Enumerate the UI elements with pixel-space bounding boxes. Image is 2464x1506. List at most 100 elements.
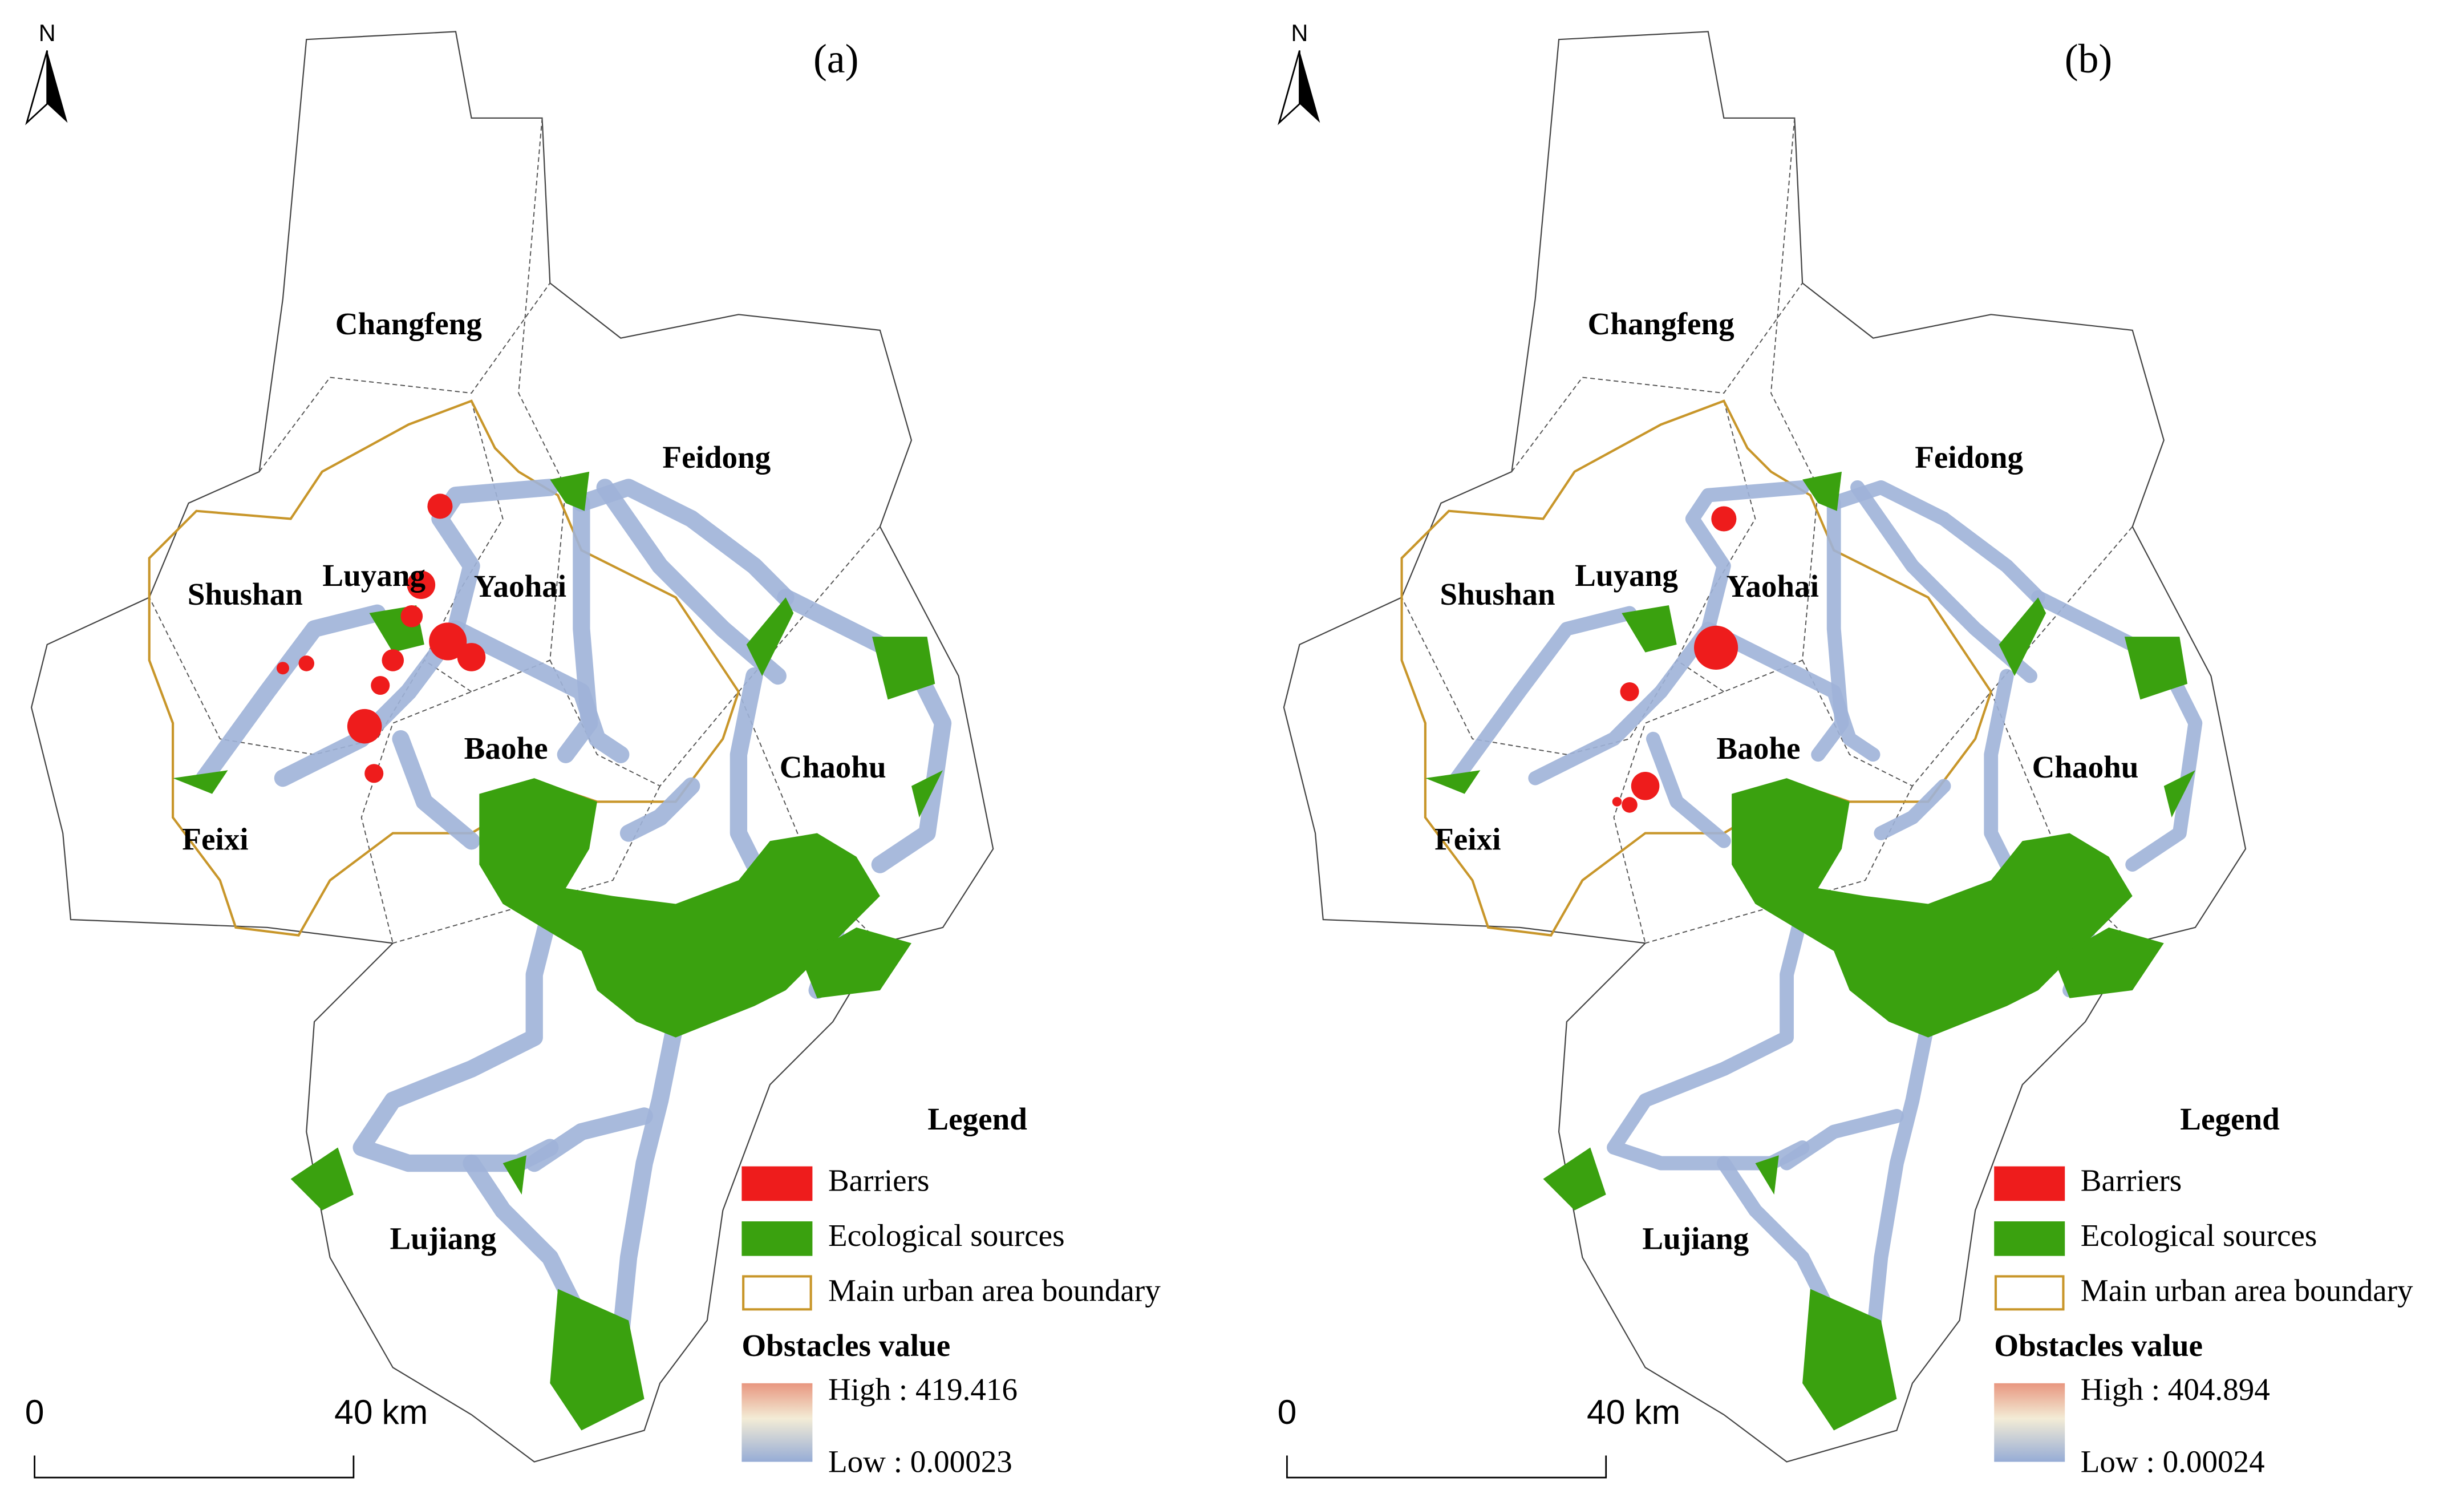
legend-swatch — [1994, 1221, 2065, 1256]
barrier — [298, 655, 315, 671]
barrier — [1620, 682, 1639, 702]
color-ramp — [741, 1383, 813, 1462]
ecological-source — [1999, 597, 2046, 676]
corridor — [1716, 1156, 1841, 1327]
county-boundary — [1283, 31, 2247, 1463]
ecological-source — [746, 597, 794, 676]
barrier — [1694, 625, 1738, 670]
district-name: Yaohai — [474, 569, 566, 604]
barrier — [276, 662, 289, 675]
corridor — [352, 903, 559, 1172]
legend-swatch — [741, 1166, 813, 1201]
barrier — [1631, 772, 1660, 800]
ecological-source — [1755, 1155, 1779, 1195]
legend-label: Ecological sources — [828, 1218, 1065, 1253]
ecological-source — [1543, 1147, 1606, 1211]
ecological-source — [502, 1155, 526, 1195]
ramp-low: Low : 0.00024 — [2081, 1444, 2265, 1479]
panel-label: (a) — [813, 37, 859, 82]
ecological-source — [479, 778, 880, 1038]
district-name: Lujiang — [1642, 1221, 1749, 1256]
district-boundary — [1613, 487, 1819, 944]
barrier — [400, 605, 423, 628]
corridor — [1646, 731, 1731, 848]
ecological-source — [2163, 770, 2195, 817]
district-name: Feixi — [182, 822, 248, 857]
district-name: Feidong — [662, 440, 771, 475]
corridor — [525, 1107, 653, 1172]
district-name: Chaohu — [780, 750, 886, 784]
corridor — [777, 589, 952, 873]
ramp-low: Low : 0.00023 — [828, 1444, 1012, 1479]
district-name: Feixi — [1434, 822, 1501, 857]
corridor — [196, 604, 386, 787]
district-name: Lujiang — [390, 1221, 497, 1256]
legend-label: Ecological sources — [2081, 1218, 2317, 1253]
legend-title: Legend — [927, 1102, 1027, 1136]
ecological-source — [550, 1289, 645, 1431]
barrier — [429, 622, 467, 661]
corridor — [1984, 669, 2014, 872]
corridor — [1528, 480, 1810, 786]
ecological-source — [1802, 1289, 1897, 1431]
district-name: Luyang — [1575, 558, 1678, 593]
corridor — [557, 494, 598, 763]
legend-label: Main urban area boundary — [2081, 1273, 2413, 1307]
ecological-source — [911, 770, 943, 817]
ecological-source — [290, 1147, 354, 1211]
legend-label: Barriers — [828, 1163, 929, 1198]
district-boundary — [360, 487, 566, 944]
district-name: Changfeng — [335, 306, 483, 341]
ramp-high: High : 404.894 — [2081, 1372, 2270, 1407]
district-boundary — [1511, 282, 1803, 472]
panel-label: (b) — [2065, 37, 2113, 82]
map-panel: (a) N Changfeng Feidong Shushan Luyang Yaohai B… — [25, 20, 1161, 1479]
district-name: Feidong — [1915, 440, 2023, 475]
district-name: Yaohai — [1727, 569, 1819, 604]
ecological-source — [801, 927, 911, 998]
ecological-source — [2124, 637, 2188, 700]
district-name: Baohe — [464, 731, 548, 766]
corridor — [730, 667, 763, 873]
corridor — [1811, 496, 1849, 762]
corridor — [1607, 904, 1810, 1171]
scale-label: 0 — [25, 1392, 44, 1431]
corridor — [2031, 590, 2203, 872]
legend-swatch — [742, 1275, 812, 1311]
barrier — [347, 709, 382, 744]
ecological-source — [1802, 471, 1842, 511]
color-ramp — [1994, 1383, 2065, 1462]
corridor — [1780, 1109, 1904, 1171]
district-name: Luyang — [322, 558, 425, 593]
barrier — [382, 649, 404, 671]
corridor — [1874, 779, 1951, 840]
legend-swatch — [1994, 1166, 2065, 1201]
corridor — [619, 777, 700, 842]
county-boundary — [30, 31, 994, 1463]
ecological-source — [173, 770, 228, 794]
corridor — [1449, 606, 1637, 786]
ecological-source — [1425, 770, 1481, 794]
ecological-source — [2053, 927, 2164, 998]
urban-boundary — [1400, 399, 1992, 937]
map-panel: (b) N Changfeng Feidong Shushan Luyang Yaohai B… — [1278, 20, 2413, 1479]
scale-unit: km — [382, 1392, 428, 1431]
barrier — [1711, 506, 1737, 532]
ecological-source — [1732, 778, 2133, 1038]
legend-swatch — [741, 1221, 813, 1256]
scale-label: 40 — [1587, 1392, 1625, 1431]
scale-label: 0 — [1278, 1392, 1297, 1431]
legend-label: Main urban area boundary — [828, 1273, 1161, 1307]
north-arrow — [1299, 50, 1320, 123]
legend-swatch — [1994, 1275, 2065, 1311]
district-name: Baohe — [1716, 731, 1800, 766]
ramp-high: High : 419.416 — [828, 1372, 1018, 1407]
north-arrow — [25, 50, 48, 126]
ecological-source — [1622, 605, 1677, 653]
district-name: Shushan — [1440, 577, 1555, 612]
district-boundary — [518, 118, 566, 488]
district-name: Shushan — [188, 577, 303, 612]
north-arrow — [47, 50, 68, 123]
